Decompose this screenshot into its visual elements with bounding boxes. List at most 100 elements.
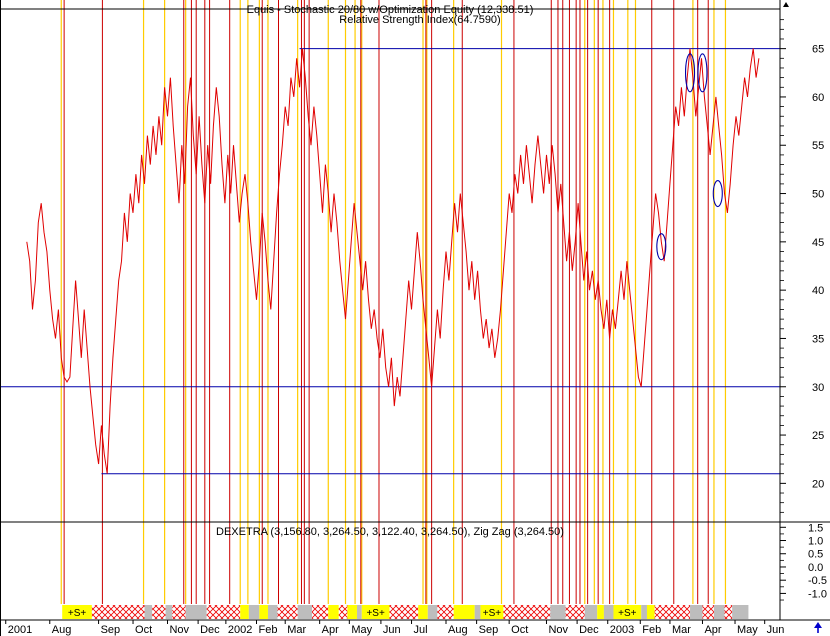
reference-lines (0, 48, 780, 475)
signal-band-segment (248, 605, 260, 619)
lower-y-tick-label: 1.0 (808, 536, 823, 548)
x-tick-label: Jun (383, 624, 401, 636)
signal-band-segment (702, 605, 714, 619)
x-tick-label: Mar (672, 624, 691, 636)
x-tick-label: 2003 (610, 624, 634, 636)
x-tick-label: Feb (642, 624, 661, 636)
signal-band-segment (550, 605, 566, 619)
lower-y-tick-label: -1.0 (808, 588, 827, 600)
x-tick-label: Oct (135, 624, 152, 636)
signal-band-segment (724, 605, 733, 619)
y-tick-label: 25 (812, 430, 824, 442)
x-tick-label: Apr (704, 624, 721, 636)
signal-band-segment (185, 605, 207, 619)
x-tick-label: Nov (548, 624, 568, 636)
x-tick-label: Jun (767, 624, 785, 636)
x-tick-label: Sep (479, 624, 499, 636)
y-tick-label: 65 (812, 44, 824, 56)
signal-band-label: +S+ (68, 608, 87, 619)
signal-band-segment (328, 605, 339, 619)
x-axis: 2001 Aug Sep Oct Nov Dec 2002 Feb Mar Apr May Jun Ju… (5, 620, 785, 636)
signal-band-segment (144, 605, 153, 619)
signal-band-segment (165, 605, 173, 619)
rsi-series-line (26, 48, 760, 474)
y-tick-label: 45 (812, 237, 824, 249)
signal-band-segment (480, 605, 504, 619)
signal-band-segment (565, 605, 585, 619)
annotation-ellipse (656, 233, 667, 261)
y-axis-main: 20 25 30 35 40 45 50 55 60 65 (780, 19, 824, 513)
x-tick-label: Aug (52, 624, 72, 636)
signal-band-segment (597, 605, 604, 619)
annotation-layer (656, 53, 723, 261)
x-tick-label: Oct (511, 624, 528, 636)
signal-band-segment (240, 605, 249, 619)
small-up-arrow-icon (783, 2, 789, 7)
signal-band-segment (172, 605, 186, 619)
signal-band-label: +S+ (483, 608, 502, 619)
y-tick-label: 30 (812, 382, 824, 394)
signal-band-segment (584, 605, 598, 619)
y-tick-label: 40 (812, 285, 824, 297)
lower-y-tick-label: 0.5 (808, 549, 823, 561)
signal-band-segment (347, 605, 357, 619)
signal-band-segment (259, 605, 268, 619)
signal-band-segment (503, 605, 551, 619)
signal-band-segment (654, 605, 691, 619)
signal-band-label: +S+ (618, 608, 637, 619)
signal-band-segment (453, 605, 475, 619)
signal-band-segment (356, 605, 362, 619)
signal-lines (60, 0, 727, 604)
signal-band-segment (613, 605, 642, 619)
signal-band-segment (338, 605, 348, 619)
y-tick-label: 50 (812, 189, 824, 201)
signal-band-segment (297, 605, 312, 619)
series-layer (26, 48, 760, 474)
x-tick-label: Apr (322, 624, 339, 636)
lower-pane-title: DEXETRA (3,156.80, 3,264.50, 3,122.40, 3… (216, 526, 564, 538)
signal-band-segment (603, 605, 614, 619)
lower-y-tick-label: -0.5 (808, 575, 827, 587)
signal-band-segment (418, 605, 428, 619)
signal-band-segment (91, 605, 145, 619)
annotation-ellipse (684, 53, 696, 93)
x-tick-label: Mar (287, 624, 306, 636)
signal-band-segment (206, 605, 241, 619)
signal-band-segment (62, 605, 92, 619)
annotation-ellipse (712, 179, 723, 208)
x-tick-label: Dec (200, 624, 220, 636)
lower-y-tick-label: 1.5 (808, 522, 823, 534)
x-tick-label: Dec (579, 624, 599, 636)
x-tick-label: Feb (258, 624, 277, 636)
signal-band-label: +S+ (366, 608, 385, 619)
y-tick-label: 35 (812, 333, 824, 345)
x-tick-label: 2002 (228, 624, 252, 636)
scroll-arrow-icon[interactable] (814, 622, 822, 633)
signal-band-segment (437, 605, 454, 619)
x-tick-label: May (351, 624, 372, 636)
signal-band-segment (389, 605, 419, 619)
signal-band-segment (690, 605, 703, 619)
signal-band-segment (713, 605, 725, 619)
x-tick-label: Sep (101, 624, 121, 636)
y-tick-label: 55 (812, 140, 824, 152)
signal-band-segment (641, 605, 647, 619)
annotation-ellipse (697, 53, 708, 93)
x-tick-label: 2001 (8, 624, 32, 636)
signal-band: +S+ +S+ +S+ +S+ (62, 605, 749, 619)
signal-band-segment (312, 605, 329, 619)
signal-band-segment (267, 605, 278, 619)
signal-band-segment (361, 605, 390, 619)
chart-title: Equis - Stochastic 20/80 w/Optimization … (247, 4, 534, 16)
lower-y-tick-label: 0.0 (808, 562, 823, 574)
y-tick-label: 20 (812, 478, 824, 490)
signal-band-segment (277, 605, 298, 619)
x-tick-label: Aug (448, 624, 468, 636)
signal-band-segment (646, 605, 655, 619)
y-tick-label: 60 (812, 92, 824, 104)
x-tick-label: May (737, 624, 758, 636)
signal-band-segment (474, 605, 481, 619)
chart-subtitle: Relative Strength Index(64.7590) (339, 14, 500, 26)
